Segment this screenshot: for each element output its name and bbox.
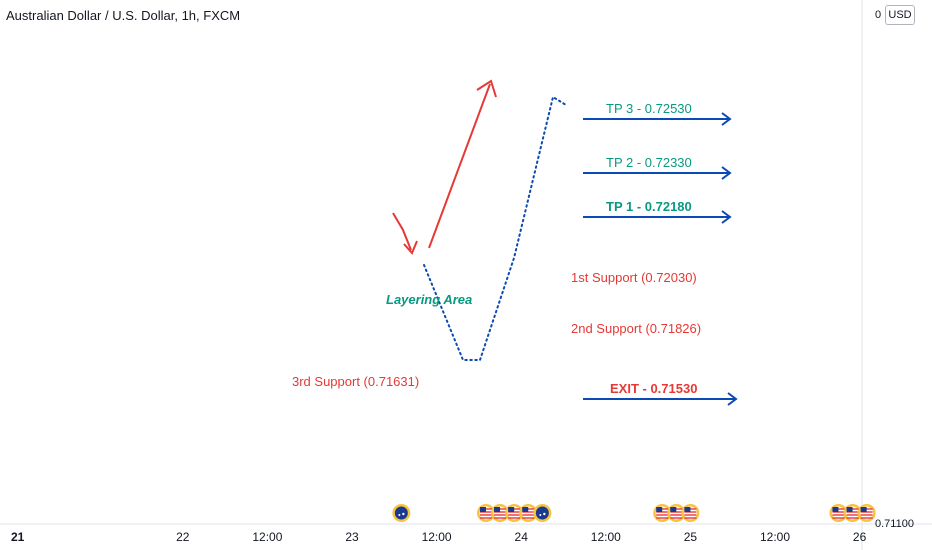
x-tick-label: 24 bbox=[515, 530, 529, 544]
us-event-icon bbox=[667, 504, 686, 522]
us-event-icon bbox=[519, 504, 538, 522]
tp3-arrow-head bbox=[721, 112, 732, 126]
layering-area-label: Layering Area bbox=[386, 292, 472, 307]
y-tick-label: 0 bbox=[875, 9, 881, 21]
tp2-arrow-head bbox=[721, 166, 732, 180]
support-1-label: 1st Support (0.72030) bbox=[571, 270, 697, 285]
pullback-arrowhead bbox=[403, 240, 418, 255]
us-event-icon bbox=[857, 504, 876, 522]
tp2-label: TP 2 - 0.72330 bbox=[606, 155, 692, 170]
us-event-icon bbox=[505, 504, 524, 522]
breakout-arrow-line bbox=[428, 83, 491, 249]
tp1-arrow-head bbox=[721, 210, 732, 224]
x-tick-label: 12:00 bbox=[591, 530, 621, 544]
pullback-arrow-line bbox=[392, 212, 412, 251]
x-tick-label: 22 bbox=[176, 530, 190, 544]
breakout-arrowhead bbox=[476, 79, 497, 98]
x-tick-label: 23 bbox=[345, 530, 359, 544]
us-event-icon bbox=[491, 504, 510, 522]
x-tick-label: 25 bbox=[684, 530, 698, 544]
us-event-icon bbox=[476, 504, 495, 522]
chart-title: Australian Dollar / U.S. Dollar, 1h, FXC… bbox=[6, 8, 241, 23]
au-event-icon bbox=[392, 504, 411, 522]
x-tick-label: 12:00 bbox=[252, 530, 282, 544]
us-event-icon bbox=[829, 504, 848, 522]
layering-path bbox=[423, 95, 567, 361]
support-2-label: 2nd Support (0.71826) bbox=[571, 321, 701, 336]
exit-label: EXIT - 0.71530 bbox=[610, 381, 697, 396]
x-tick-label: 26 bbox=[853, 530, 867, 544]
x-tick-label: 21 bbox=[11, 530, 25, 544]
tp3-label: TP 3 - 0.72530 bbox=[606, 101, 692, 116]
au-event-icon bbox=[533, 504, 552, 522]
us-event-icon bbox=[681, 504, 700, 522]
x-tick-label: 12:00 bbox=[422, 530, 452, 544]
y-tick-label: 0.71100 bbox=[875, 518, 914, 530]
exit-arrow-head bbox=[727, 392, 738, 406]
us-event-icon bbox=[653, 504, 672, 522]
x-tick-label: 12:00 bbox=[760, 530, 790, 544]
tp1-label: TP 1 - 0.72180 bbox=[606, 199, 692, 214]
support-3-label: 3rd Support (0.71631) bbox=[292, 374, 419, 389]
us-event-icon bbox=[843, 504, 862, 522]
currency-badge[interactable]: USD bbox=[885, 5, 915, 25]
